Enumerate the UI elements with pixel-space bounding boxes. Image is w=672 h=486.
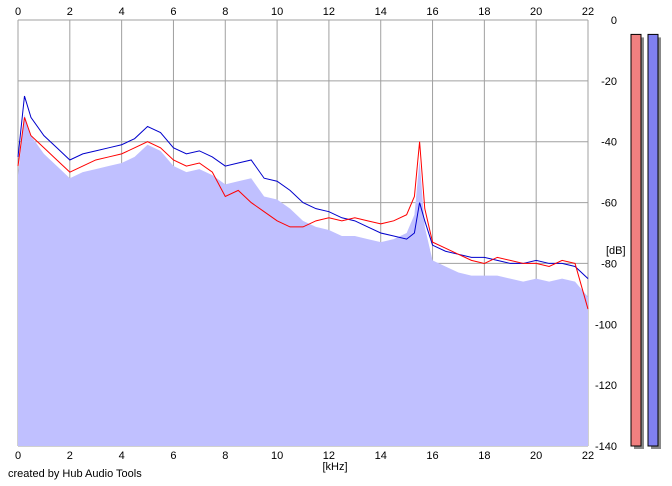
x-tick-top-8: 16 [426, 6, 438, 18]
x-tick-bottom-2: 4 [119, 450, 125, 462]
x-tick-bottom-11: 22 [582, 450, 594, 462]
x-tick-top-3: 6 [170, 6, 176, 18]
x-tick-bottom-7: 14 [375, 450, 387, 462]
x-tick-bottom-5: 10 [271, 450, 283, 462]
x-tick-top-6: 12 [323, 6, 335, 18]
x-tick-bottom-3: 6 [170, 450, 176, 462]
x-tick-labels-bottom: 0 2 4 6 8 10 12 14 16 18 20 22 [15, 450, 594, 462]
y-tick-6: -120 [595, 380, 617, 392]
y-tick-2: -40 [601, 137, 617, 149]
x-tick-top-10: 20 [530, 6, 542, 18]
x-tick-top-11: 22 [582, 6, 594, 18]
x-tick-top-1: 2 [67, 6, 73, 18]
series-line-0 [17, 95, 589, 280]
y-axis-label: [dB] [606, 245, 626, 257]
x-tick-top-4: 8 [222, 6, 228, 18]
x-tick-top-0: 0 [15, 6, 21, 18]
x-tick-top-7: 14 [375, 6, 387, 18]
x-tick-bottom-9: 18 [478, 450, 490, 462]
x-tick-bottom-8: 16 [426, 450, 438, 462]
x-tick-top-9: 18 [478, 6, 490, 18]
series-layer [17, 95, 589, 310]
x-tick-top-5: 10 [271, 6, 283, 18]
y-tick-0: 0 [611, 15, 617, 27]
x-tick-bottom-4: 8 [222, 450, 228, 462]
x-tick-bottom-6: 12 [323, 450, 335, 462]
meter-bar-0 [630, 33, 642, 447]
x-tick-bottom-10: 20 [530, 450, 542, 462]
x-tick-bottom-0: 0 [15, 450, 21, 462]
y-tick-5: -100 [595, 319, 617, 331]
y-tick-1: -20 [601, 76, 617, 88]
spectrum-fill-area [18, 114, 588, 446]
x-axis-label: [kHz] [322, 461, 347, 473]
series-line-1 [17, 117, 589, 310]
x-tick-bottom-1: 2 [67, 450, 73, 462]
meter-bar-1 [647, 33, 659, 447]
x-tick-labels-top: 0 2 4 6 8 10 12 14 16 18 20 22 [15, 6, 594, 18]
y-tick-4: -80 [601, 258, 617, 270]
y-tick-labels-right: 0 -20 -40 -60 -80 -100 -120 -140 [595, 15, 617, 453]
y-tick-3: -60 [601, 198, 617, 210]
level-meters [630, 33, 661, 450]
y-tick-7: -140 [595, 441, 617, 453]
x-tick-top-2: 4 [119, 6, 125, 18]
credit-text: created by Hub Audio Tools [8, 468, 142, 480]
